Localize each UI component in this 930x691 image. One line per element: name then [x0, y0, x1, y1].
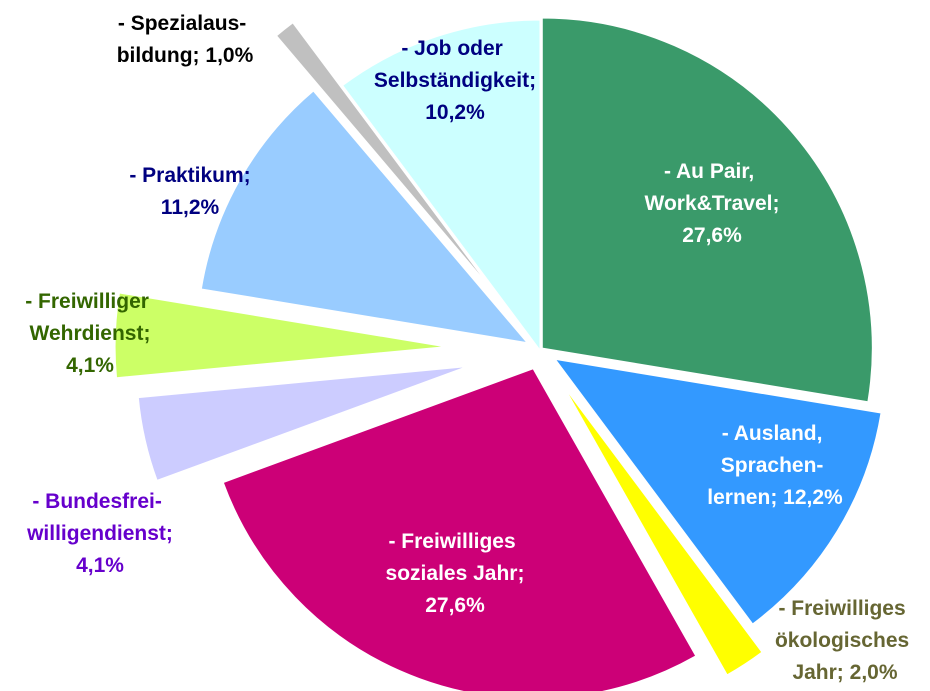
pie-slice — [137, 366, 468, 481]
category-label: - Au Pair, Work&Travel; — [645, 160, 780, 215]
value-label: 1,0% — [205, 44, 253, 67]
category-label: - Spezialaus- bildung; — [117, 12, 252, 67]
slice-label: - Ausland, Sprachen- lernen; 12,2% — [707, 422, 843, 509]
slice-label: - Bundesfrei- willigendienst; 4,1% — [26, 490, 173, 577]
pie-slice — [200, 90, 529, 344]
pie-slice — [222, 368, 697, 691]
value-label: 10,2% — [425, 101, 485, 124]
category-label: - Bundesfrei- willigendienst; — [26, 490, 173, 545]
category-label: - Freiwilliges soziales Jahr; — [386, 530, 525, 585]
slice-label: - Job oder Selbständigkeit; 10,2% — [374, 37, 536, 124]
value-label: 27,6% — [425, 594, 485, 617]
pie-slice — [275, 22, 491, 288]
slice-label: - Freiwilliger Wehrdienst; 4,1% — [25, 290, 155, 377]
pie-slice — [554, 358, 882, 625]
value-label: 27,6% — [682, 224, 742, 247]
category-label: - Praktikum; — [129, 164, 250, 187]
pie-slice — [114, 292, 446, 379]
pie-slice — [564, 387, 763, 676]
slice-label: - Au Pair, Work&Travel; 27,6% — [645, 160, 780, 247]
slice-label: - Freiwilliges soziales Jahr; 27,6% — [386, 530, 525, 617]
value-label: 4,1% — [66, 354, 114, 377]
pie-slice — [541, 17, 873, 403]
value-label: 4,1% — [76, 554, 124, 577]
slice-label: - Spezialaus- bildung; 1,0% — [117, 12, 254, 67]
category-label: - Freiwilliger Wehrdienst; — [25, 290, 155, 345]
category-label: - Ausland, Sprachen- lernen; — [707, 422, 829, 509]
value-label: 2,0% — [850, 661, 898, 684]
value-label: 12,2% — [783, 486, 843, 509]
category-label: - Job oder Selbständigkeit; — [374, 37, 536, 92]
slice-label: - Freiwilliges ökologisches Jahr; 2,0% — [775, 597, 915, 684]
slice-label: - Praktikum; 11,2% — [129, 164, 250, 219]
category-label: - Freiwilliges ökologisches Jahr; — [775, 597, 915, 684]
pie-slice — [341, 19, 541, 352]
value-label: 11,2% — [161, 196, 220, 219]
